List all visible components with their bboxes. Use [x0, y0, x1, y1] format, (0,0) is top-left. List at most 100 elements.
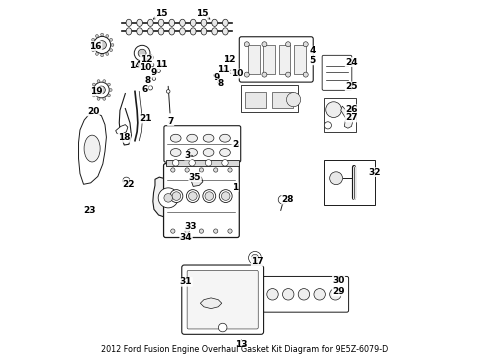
Text: 6: 6	[142, 85, 148, 94]
Ellipse shape	[171, 134, 181, 142]
Polygon shape	[116, 125, 128, 134]
FancyBboxPatch shape	[182, 265, 264, 334]
Bar	[294, 45, 306, 73]
Bar	[245, 92, 267, 108]
Circle shape	[330, 172, 343, 185]
Bar	[323, 160, 375, 205]
Text: 23: 23	[83, 206, 96, 215]
Circle shape	[97, 80, 100, 82]
Text: 4: 4	[310, 46, 316, 55]
Circle shape	[107, 83, 110, 86]
Text: 2012 Ford Fusion Engine Overhaul Gasket Kit Diagram for 9E5Z-6079-D: 2012 Ford Fusion Engine Overhaul Gasket …	[101, 345, 389, 354]
Circle shape	[214, 229, 218, 233]
Ellipse shape	[147, 28, 153, 35]
Ellipse shape	[180, 19, 185, 26]
Circle shape	[286, 72, 291, 77]
Text: 11: 11	[155, 60, 167, 69]
FancyBboxPatch shape	[263, 276, 348, 312]
Text: 15: 15	[155, 9, 167, 18]
Bar	[323, 98, 356, 132]
Circle shape	[148, 86, 152, 90]
Circle shape	[262, 42, 267, 47]
Text: 19: 19	[90, 87, 102, 96]
Circle shape	[189, 159, 196, 166]
Circle shape	[245, 72, 249, 77]
Circle shape	[171, 168, 175, 172]
Circle shape	[92, 39, 95, 41]
Text: 31: 31	[180, 277, 192, 286]
Circle shape	[150, 63, 154, 67]
Circle shape	[103, 98, 106, 100]
Ellipse shape	[212, 28, 218, 35]
Circle shape	[287, 93, 301, 107]
Ellipse shape	[222, 28, 228, 35]
Text: 5: 5	[310, 56, 316, 65]
Text: 2: 2	[232, 140, 238, 149]
Circle shape	[245, 42, 249, 47]
FancyBboxPatch shape	[187, 270, 258, 329]
Circle shape	[228, 229, 232, 233]
Ellipse shape	[190, 28, 196, 35]
Text: 17: 17	[251, 257, 264, 266]
Circle shape	[189, 192, 197, 201]
Circle shape	[303, 72, 308, 77]
Ellipse shape	[171, 149, 181, 157]
Text: 13: 13	[235, 340, 247, 349]
Ellipse shape	[137, 28, 143, 35]
Text: 25: 25	[345, 82, 358, 91]
Text: 12: 12	[141, 55, 153, 64]
Circle shape	[90, 44, 93, 46]
Circle shape	[185, 229, 189, 233]
Circle shape	[96, 53, 98, 55]
Text: 20: 20	[87, 107, 99, 116]
Circle shape	[98, 41, 106, 49]
Text: 28: 28	[282, 195, 294, 204]
Ellipse shape	[212, 19, 218, 26]
Circle shape	[171, 229, 175, 233]
Circle shape	[100, 54, 103, 57]
Bar	[248, 45, 260, 73]
Circle shape	[205, 192, 214, 201]
Text: 8: 8	[218, 79, 224, 88]
Polygon shape	[153, 177, 184, 217]
Circle shape	[286, 42, 291, 47]
Ellipse shape	[203, 134, 214, 142]
Circle shape	[199, 229, 203, 233]
Circle shape	[205, 159, 212, 166]
Text: 3: 3	[185, 151, 191, 160]
Circle shape	[203, 190, 216, 203]
Circle shape	[164, 194, 172, 202]
Polygon shape	[200, 298, 222, 309]
Text: 22: 22	[122, 180, 135, 189]
Circle shape	[199, 168, 203, 172]
Bar	[279, 45, 291, 73]
Circle shape	[92, 49, 95, 51]
Ellipse shape	[201, 28, 207, 35]
Circle shape	[110, 49, 113, 51]
Circle shape	[221, 192, 230, 201]
Ellipse shape	[158, 28, 164, 35]
Text: 21: 21	[140, 114, 152, 123]
Circle shape	[251, 254, 259, 261]
Circle shape	[110, 39, 113, 41]
Circle shape	[248, 251, 262, 264]
Circle shape	[97, 98, 100, 100]
Circle shape	[167, 90, 170, 93]
Text: 16: 16	[90, 41, 102, 50]
Text: 14: 14	[129, 61, 142, 70]
Circle shape	[147, 55, 153, 60]
Circle shape	[106, 35, 109, 37]
Ellipse shape	[147, 19, 153, 26]
Ellipse shape	[180, 28, 185, 35]
Circle shape	[262, 72, 267, 77]
Circle shape	[94, 36, 111, 54]
Circle shape	[158, 188, 178, 208]
Text: 24: 24	[345, 58, 358, 67]
Circle shape	[228, 168, 232, 172]
Text: 15: 15	[196, 9, 208, 18]
Polygon shape	[191, 176, 203, 186]
Text: 8: 8	[145, 76, 151, 85]
Text: 10: 10	[231, 69, 244, 78]
Ellipse shape	[220, 134, 230, 142]
Circle shape	[134, 45, 150, 61]
